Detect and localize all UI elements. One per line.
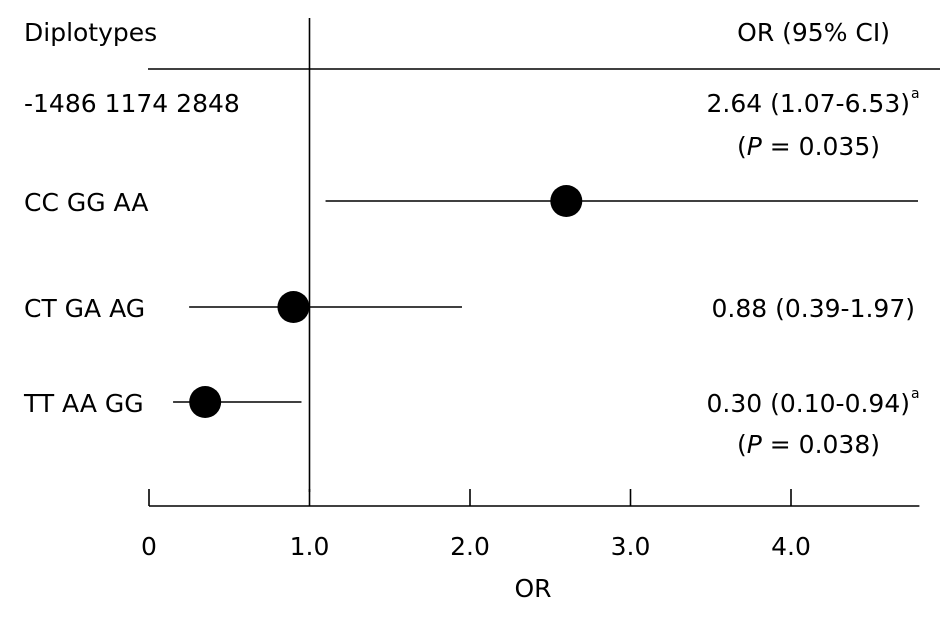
header-or-ci: OR (95% CI) <box>737 18 890 47</box>
forest-row: CT GA AG 0.88 (0.39-1.97) <box>24 291 915 323</box>
diplotype-label: CT GA AG <box>24 294 145 323</box>
x-axis: 0 1.0 2.0 3.0 4.0 <box>141 489 920 561</box>
or-point <box>189 386 222 418</box>
p-value-text: (P = 0.035) <box>737 132 880 161</box>
x-tick-label: 3.0 <box>611 532 651 561</box>
forest-row: TT AA GG 0.30 (0.10-0.94) a (P = 0.038) <box>23 386 920 459</box>
x-tick-label: 1.0 <box>290 532 330 561</box>
forest-row: CC GG AA 2.64 (1.07-6.53) a (P = 0.035) <box>24 86 920 217</box>
or-point <box>277 291 310 323</box>
significance-superscript: a <box>911 386 920 402</box>
diplotype-label: TT AA GG <box>23 389 144 418</box>
x-tick-label: 0 <box>141 532 157 561</box>
significance-superscript: a <box>911 86 920 102</box>
subheader-positions: -1486 1174 2848 <box>24 89 240 118</box>
x-tick-label: 2.0 <box>450 532 490 561</box>
or-ci-text: 2.64 (1.07-6.53) <box>707 89 910 118</box>
diplotype-label: CC GG AA <box>24 188 148 217</box>
or-ci-text: 0.30 (0.10-0.94) <box>707 389 910 418</box>
forest-rows: CC GG AA2.64 (1.07-6.53) a(P = 0.035)CT G… <box>23 86 920 459</box>
x-tick-label: 4.0 <box>771 532 811 561</box>
or-ci-text: 0.88 (0.39-1.97) <box>712 294 915 323</box>
or-point <box>550 185 583 217</box>
header-diplotypes: Diplotypes <box>24 18 157 47</box>
p-value-text: (P = 0.038) <box>737 430 880 459</box>
x-axis-label: OR <box>514 574 551 603</box>
